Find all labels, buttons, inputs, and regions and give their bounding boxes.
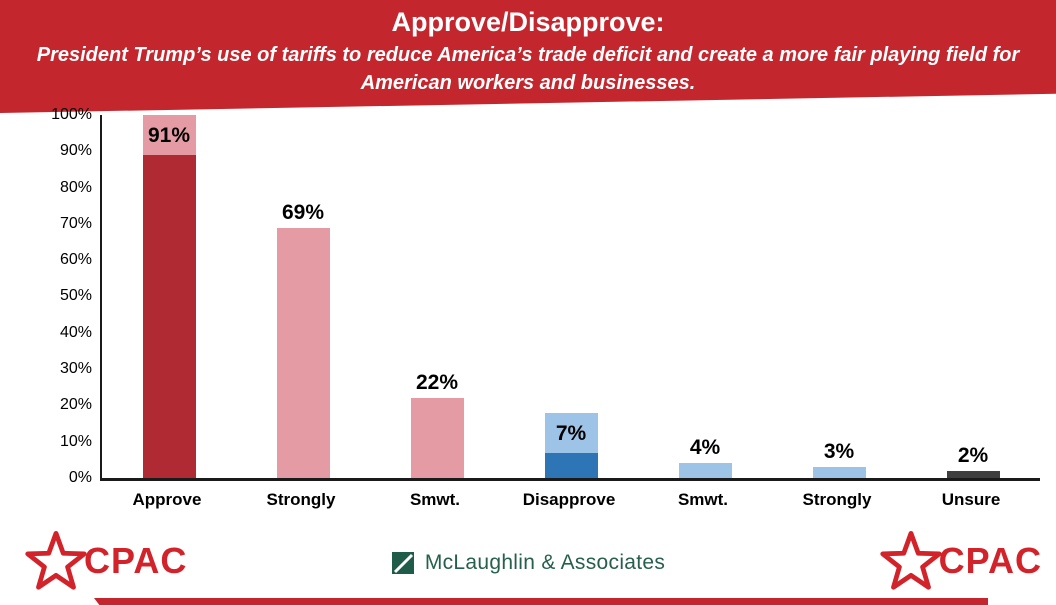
cpac-star-icon [880,530,942,590]
bar-value-label: 2% [957,443,989,467]
cpac-star-icon [25,530,87,590]
y-tick-label: 10% [59,432,92,450]
plot-area: 91% 69% 22% 7% 4% 3% 2% [100,115,1040,481]
chart-title: Approve/Disapprove: [391,7,665,37]
y-tick-label: 70% [59,214,92,232]
x-axis-category-label: Smwt. [677,490,729,509]
x-axis-category-label: Strongly [266,490,336,509]
brand-name: McLaughlin & Associates [424,551,666,574]
chart-subtitle: President Trump’s use of tariffs to redu… [36,44,1020,95]
mclaughlin-icon [391,552,414,574]
bar [276,227,330,478]
bar [142,155,196,478]
x-axis-category-label: Approve [132,490,202,509]
y-tick-label: 50% [59,287,92,305]
bar-column: 2% [906,115,1040,478]
cpac-logo-left: CPAC [24,527,187,595]
bar-value-label: 69% [281,200,325,224]
y-tick-label: 20% [59,396,92,414]
bar-column: 4% [638,115,772,478]
bar-column: 7% [504,115,638,478]
x-axis-category-label: Disapprove [522,490,616,509]
bar-column: 69% [236,115,370,478]
y-tick-label: 60% [59,251,92,269]
y-tick-label: 40% [59,323,92,341]
y-tick-label: 100% [51,106,92,123]
bottom-accent-strip [94,598,988,605]
y-tick-label: 80% [59,178,92,196]
y-tick-label: 30% [59,360,92,378]
bar-column: 22% [370,115,504,478]
y-tick-label: 0% [68,468,92,486]
bar-column: 3% [772,115,906,478]
bar-value-label: 4% [689,436,721,460]
x-axis-category-label: Unsure [941,490,1001,509]
bar-value-label: 7% [544,412,598,453]
bar-column: 91% [102,115,236,478]
cpac-wordmark: CPAC [84,540,188,581]
cpac-wordmark: CPAC [938,540,1042,581]
bar-value-label: 22% [415,371,459,395]
x-axis-category-label: Strongly [802,490,872,509]
bar [410,398,464,478]
y-axis: 100% 90% 80% 70% 60% 50% 40% 30% 20% 10% 0% [14,106,92,486]
bar [544,452,598,478]
bar-value-label: 91% [142,115,196,155]
bar [812,467,866,478]
x-axis-labels: Approve Strongly Smwt. Disapprove Smwt. Stron… [100,490,1038,510]
cpac-logo-right: CPAC [879,527,1042,595]
bar [678,463,732,478]
brand-logo: McLaughlin & Associates [0,551,1056,575]
y-tick-label: 90% [59,142,92,160]
bar [946,470,1000,478]
bar-value-label: 3% [823,440,855,464]
x-axis-category-label: Smwt. [409,490,461,509]
header-banner: Approve/Disapprove: President Trump’s us… [0,0,1056,113]
